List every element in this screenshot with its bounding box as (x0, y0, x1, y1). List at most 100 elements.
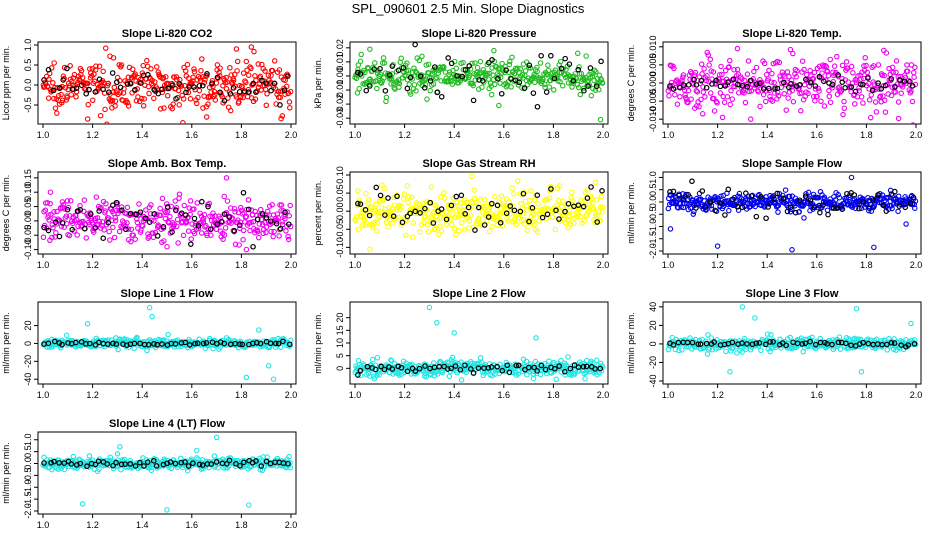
data-point-black (363, 87, 370, 94)
data-point (146, 90, 152, 97)
data-point-black (556, 363, 562, 369)
data-point (575, 84, 582, 91)
data-point-black (217, 89, 223, 96)
data-point (910, 122, 916, 124)
data-point (858, 76, 864, 82)
data-point (372, 219, 378, 226)
data-point (264, 91, 270, 97)
data-point-outlier (727, 368, 733, 375)
data-point (396, 84, 402, 90)
data-point-black (530, 90, 537, 96)
data-point (380, 197, 387, 204)
data-point (191, 66, 197, 72)
y-tick-label: 1.0 (23, 39, 33, 52)
data-point (58, 91, 64, 98)
data-point (245, 72, 252, 78)
data-point (197, 75, 203, 81)
data-point-black (427, 199, 434, 206)
data-point-outlier (203, 114, 210, 120)
data-point (769, 70, 775, 77)
data-point (187, 96, 194, 102)
y-tick-label: -0.03 (335, 108, 345, 129)
data-point (541, 197, 548, 204)
data-point-black (185, 463, 192, 469)
data-point-black (888, 76, 895, 82)
y-axis-label: Licor ppm per min. (1, 46, 11, 121)
data-point-black (100, 86, 106, 93)
data-point-outlier (434, 319, 440, 326)
data-point-black (421, 85, 428, 91)
data-point (557, 58, 564, 65)
data-point-black (504, 362, 511, 369)
data-point (469, 173, 475, 180)
data-point-outlier (895, 115, 902, 122)
data-point (164, 93, 171, 99)
data-point (271, 228, 277, 235)
data-point (206, 200, 213, 207)
data-point-outlier (908, 320, 914, 327)
data-point (761, 60, 768, 67)
data-point-black (226, 457, 233, 464)
y-tick-label: -0.5 (648, 206, 658, 222)
data-point-black (245, 206, 252, 213)
data-point (176, 191, 183, 197)
data-point (437, 223, 443, 229)
data-point-black (45, 340, 52, 347)
data-point-black (159, 86, 165, 93)
data-point (422, 82, 429, 88)
data-point-black (909, 83, 916, 89)
data-point (910, 69, 917, 76)
data-point (269, 202, 275, 208)
y-axis-label: kPa per min. (313, 58, 323, 109)
data-point (571, 220, 577, 227)
data-point (54, 208, 60, 215)
data-point (546, 358, 552, 364)
data-point-black (199, 82, 206, 89)
x-tick-label: 1.4 (136, 260, 149, 270)
data-point-black (566, 61, 573, 67)
y-axis-label: ml/min per min. (1, 312, 11, 374)
data-point-black (164, 204, 171, 210)
data-point-black (744, 83, 751, 90)
data-point-black (151, 87, 158, 93)
data-point-black (763, 341, 769, 348)
y-tick-label: -20 (648, 356, 658, 369)
data-point (912, 205, 918, 211)
data-point (498, 193, 505, 199)
y-tick-label: 0 (648, 341, 658, 346)
data-point-black (153, 463, 160, 469)
data-point (541, 81, 548, 87)
data-point (461, 227, 468, 233)
data-point-black (580, 363, 587, 370)
data-point (819, 70, 825, 76)
data-point-black (767, 339, 773, 345)
x-tick-label: 1.6 (498, 260, 511, 270)
data-point (239, 84, 245, 90)
data-point-black (221, 340, 228, 347)
data-point (385, 224, 391, 230)
data-point (243, 79, 249, 86)
data-point-black (427, 78, 434, 84)
data-point-black (169, 229, 175, 235)
data-point (532, 79, 538, 86)
data-point-black (176, 81, 183, 87)
data-point (452, 214, 458, 220)
data-point (157, 106, 164, 112)
data-point (175, 240, 181, 246)
x-tick-label: 1.4 (136, 520, 149, 530)
x-tick-label: 1.2 (711, 130, 724, 140)
data-point (563, 362, 569, 368)
data-point-black (878, 86, 884, 92)
data-point-black (780, 195, 787, 202)
data-point (118, 62, 125, 68)
data-point (912, 64, 918, 70)
data-point (107, 454, 114, 460)
data-point-black (892, 188, 898, 195)
data-point-black (422, 363, 428, 369)
y-tick-label: 0.01 (335, 53, 345, 71)
data-point-black (865, 75, 871, 81)
data-point-black (389, 63, 396, 69)
